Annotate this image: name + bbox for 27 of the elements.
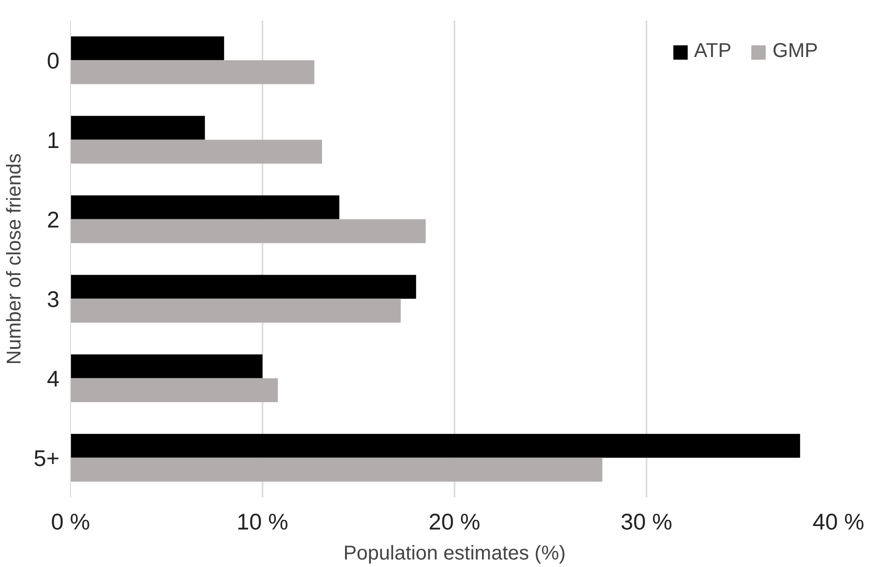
bar	[70, 298, 401, 323]
bar	[70, 36, 224, 60]
x-tick-label: 20 %	[428, 508, 480, 534]
y-tick-label: 0	[46, 47, 60, 74]
legend-label: GMP	[772, 40, 818, 63]
y-tick-label: 1	[46, 126, 60, 153]
bar	[70, 274, 416, 299]
y-tick-label: 3	[46, 286, 60, 312]
y-tick-label: 2	[46, 206, 60, 232]
x-axis-title: Population estimates (%)	[343, 542, 566, 564]
bar	[70, 140, 322, 164]
y-tick-label: 5+	[34, 444, 60, 471]
x-tick-label: 10 %	[236, 508, 288, 534]
x-tick-label: 40 %	[812, 508, 864, 534]
y-tick-label: 4	[46, 365, 60, 392]
bar	[70, 195, 340, 220]
bar	[70, 60, 314, 84]
bar	[70, 116, 205, 140]
bar	[70, 458, 602, 482]
bar	[70, 354, 262, 378]
x-tick-label: 30 %	[620, 508, 672, 534]
x-tick-label: 0 %	[50, 508, 90, 534]
legend-label: ATP	[694, 40, 732, 63]
bar	[70, 434, 800, 458]
bar	[70, 219, 426, 244]
y-axis-title: Number of close friends	[4, 153, 26, 365]
bar	[70, 378, 278, 402]
